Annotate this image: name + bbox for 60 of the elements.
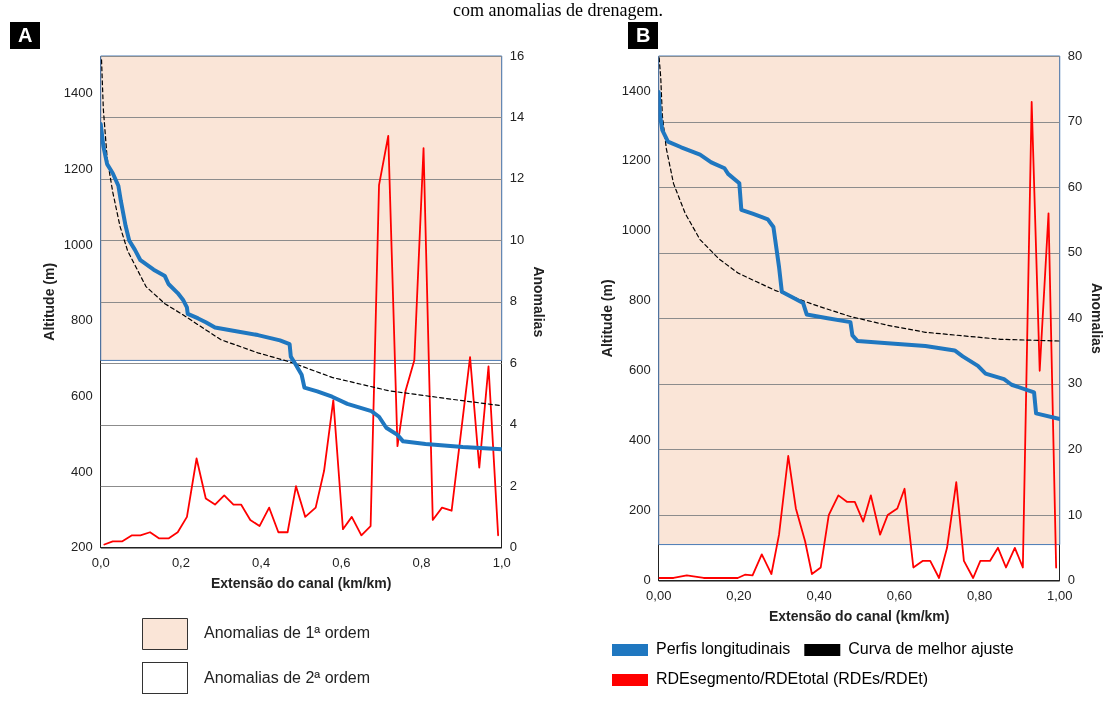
y-tick-label: 600	[71, 387, 93, 403]
y-axis-title: Altitude (m)	[599, 279, 616, 358]
y-tick-label: 400	[71, 463, 93, 479]
x-axis-title: Extensão do canal (km/km)	[768, 608, 950, 625]
y2-tick-label: 70	[1067, 113, 1083, 129]
x-tick-label: 0,6	[332, 554, 351, 570]
legend-label: RDEsegmento/RDEtotal (RDEs/RDEt)	[656, 670, 929, 688]
y-tick-label: 200	[71, 539, 93, 555]
y-tick-label: 200	[629, 502, 651, 518]
x-tick-label: 0,80	[966, 587, 993, 603]
x-tick-label: 0,00	[646, 587, 672, 603]
y2-tick-label: 12	[509, 170, 525, 186]
y-tick-label: 1200	[621, 152, 651, 168]
y-tick-label: 1400	[63, 85, 93, 101]
y2-tick-label: 0	[1067, 572, 1075, 588]
text: Anomalias de 2ª ordem	[204, 668, 371, 688]
y2-tick-label: 50	[1067, 244, 1083, 260]
legend-label: Curva de melhor ajuste	[848, 640, 1014, 658]
y2-axis-title: Anomalias	[530, 266, 547, 338]
y-tick-label: 1200	[63, 161, 93, 177]
x-tick-label: 0,60	[886, 587, 912, 603]
y2-tick-label: 8	[509, 293, 517, 309]
line-series	[658, 57, 1060, 342]
y-tick-label: 1000	[63, 236, 93, 252]
y-tick-label: 800	[629, 292, 651, 308]
y-tick-label: 1000	[621, 222, 651, 238]
y2-tick-label: 80	[1067, 47, 1083, 63]
y2-tick-label: 10	[509, 231, 525, 247]
text: com anomalias de drenagem.	[452, 0, 664, 20]
y2-tick-label: 14	[509, 109, 525, 125]
y-tick-label: 800	[71, 312, 93, 328]
y2-tick-label: 16	[509, 47, 525, 63]
chart-title: A	[10, 22, 41, 49]
y2-axis-title: Anomalias	[1088, 282, 1105, 354]
y2-tick-label: 0	[509, 539, 517, 555]
x-axis-title: Extensão do canal (km/km)	[210, 575, 392, 592]
y2-tick-label: 30	[1067, 375, 1083, 391]
x-tick-label: 0,8	[412, 554, 431, 570]
y2-tick-label: 4	[509, 416, 517, 432]
y-tick-label: 0	[643, 572, 651, 588]
y2-tick-label: 20	[1067, 441, 1083, 457]
y2-tick-label: 40	[1067, 309, 1083, 325]
legend-label: Perfis longitudinais	[656, 640, 791, 658]
x-tick-label: 0,0	[91, 554, 110, 570]
x-tick-label: 0,4	[252, 554, 271, 570]
chart-title: B	[628, 22, 659, 49]
y-axis-title: Altitude (m)	[41, 262, 58, 341]
x-tick-label: 1,00	[1047, 587, 1073, 603]
x-tick-label: 0,40	[806, 587, 832, 603]
legend-label: Anomalias de 1ª ordem	[204, 624, 371, 642]
x-tick-label: 0,2	[171, 554, 190, 570]
x-tick-label: 1,0	[492, 554, 511, 570]
y2-tick-label: 2	[509, 477, 517, 493]
y2-tick-label: 10	[1067, 506, 1083, 522]
y-tick-label: 1400	[621, 82, 651, 98]
x-tick-label: 0,20	[726, 587, 752, 603]
y-tick-label: 400	[629, 432, 651, 448]
y2-tick-label: 6	[509, 354, 517, 370]
y-tick-label: 600	[629, 362, 651, 378]
y2-tick-label: 60	[1067, 178, 1083, 194]
